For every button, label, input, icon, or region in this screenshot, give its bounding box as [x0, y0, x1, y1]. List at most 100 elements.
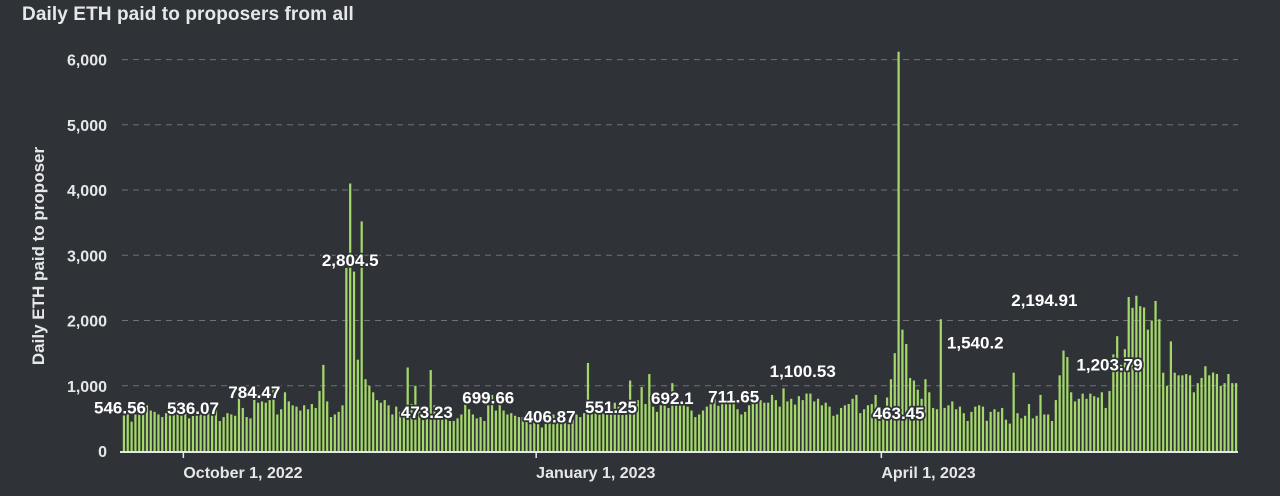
bar	[1211, 372, 1215, 451]
bar	[318, 390, 321, 451]
bar	[1043, 414, 1046, 451]
bar	[966, 420, 969, 451]
bar	[678, 404, 682, 451]
bar	[1039, 394, 1042, 451]
bar	[882, 409, 885, 451]
bar	[747, 405, 751, 451]
bar	[218, 420, 221, 451]
bar	[625, 401, 628, 451]
bar	[878, 413, 881, 451]
bar	[563, 418, 567, 451]
bar	[832, 415, 835, 451]
bar	[291, 405, 294, 451]
bar	[1200, 377, 1203, 451]
bar	[916, 389, 919, 451]
y-axis-title: Daily ETH paid to proposer	[29, 147, 48, 366]
bar	[211, 409, 214, 451]
bar	[928, 392, 931, 451]
bar	[257, 402, 260, 451]
bar	[268, 400, 271, 451]
bar	[199, 411, 202, 451]
bar	[410, 404, 413, 451]
bar	[721, 398, 724, 451]
data-label: 2,194.91	[1011, 291, 1077, 310]
y-tick-label: 6,000	[67, 53, 107, 70]
bar	[310, 404, 313, 451]
bar	[609, 405, 613, 451]
bar	[617, 406, 620, 451]
bar	[1073, 401, 1077, 451]
bar	[184, 406, 187, 451]
bar	[341, 405, 344, 451]
bar	[686, 406, 689, 451]
bar	[1146, 329, 1149, 451]
bar	[1185, 374, 1188, 451]
bar	[1047, 414, 1050, 451]
bar	[1208, 375, 1211, 451]
bar	[1165, 385, 1169, 451]
bar	[234, 415, 237, 451]
bar	[556, 417, 559, 451]
data-label: 2,804.5	[322, 251, 379, 270]
bar	[763, 402, 766, 451]
bar	[487, 405, 490, 451]
bar	[989, 411, 992, 451]
bar	[207, 407, 210, 451]
bar	[1024, 415, 1027, 451]
bar	[862, 409, 866, 451]
bar	[172, 404, 175, 451]
bar	[598, 414, 601, 451]
bar	[1085, 398, 1088, 451]
bar	[621, 415, 624, 451]
bar	[1158, 319, 1161, 451]
bar	[767, 402, 770, 451]
bar	[544, 423, 547, 451]
bar	[153, 411, 156, 451]
y-tick-label: 4,000	[67, 183, 107, 200]
bar	[985, 420, 988, 451]
bar	[349, 183, 352, 451]
bar	[1177, 375, 1180, 451]
bar	[222, 417, 225, 451]
bar	[494, 410, 498, 451]
bar	[855, 394, 858, 451]
bar	[1108, 390, 1111, 451]
bar	[145, 405, 149, 451]
data-label: 536.07	[167, 399, 219, 418]
bar	[690, 410, 693, 451]
bar	[606, 411, 609, 451]
bar	[736, 409, 739, 451]
bar	[694, 417, 697, 451]
bar	[1169, 341, 1172, 451]
x-axis: October 1, 2022 January 1, 2023 April 1, 2…	[120, 451, 1238, 482]
bar	[168, 406, 172, 451]
bar	[560, 415, 563, 451]
data-label: 1,540.2	[947, 334, 1004, 353]
bar	[793, 404, 797, 451]
y-tick-label: 2,000	[67, 314, 107, 331]
bar	[180, 404, 183, 451]
bar	[406, 367, 409, 451]
bar	[510, 413, 513, 451]
bar	[1196, 383, 1199, 451]
bar	[897, 51, 900, 452]
bar	[847, 404, 850, 451]
bar	[932, 407, 935, 451]
bar	[1089, 393, 1092, 451]
bar	[164, 413, 168, 451]
bar	[1081, 393, 1084, 451]
bar	[1027, 404, 1031, 451]
bar	[418, 405, 421, 451]
bar	[203, 410, 206, 451]
data-label: 1,203.79	[1076, 355, 1142, 374]
y-axis-ticks: 0 1,000 2,000 3,000 4,000 5,000 6,000	[67, 53, 107, 461]
bar	[571, 419, 574, 451]
bar	[452, 420, 455, 451]
bar	[717, 405, 720, 451]
bar	[1004, 419, 1008, 451]
bar	[141, 409, 145, 451]
bar	[671, 383, 674, 451]
bar	[237, 392, 241, 451]
bar	[782, 388, 785, 451]
